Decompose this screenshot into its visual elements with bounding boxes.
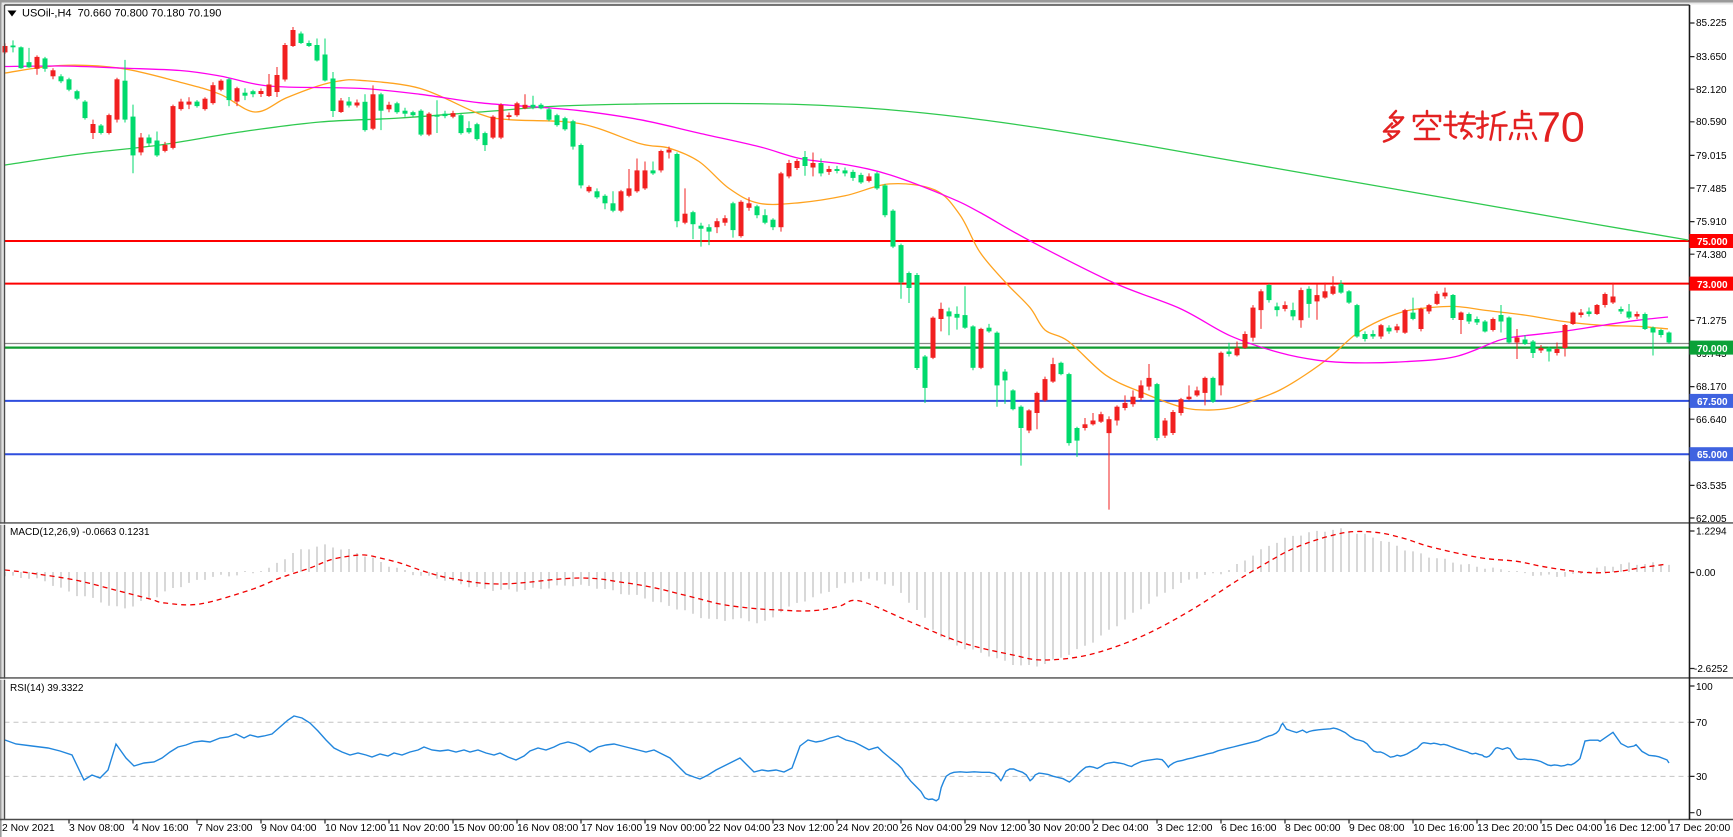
svg-text:77.485: 77.485 <box>1696 184 1727 195</box>
svg-text:9 Dec 08:00: 9 Dec 08:00 <box>1349 823 1405 834</box>
svg-text:67.500: 67.500 <box>1697 397 1728 408</box>
svg-text:6 Dec 16:00: 6 Dec 16:00 <box>1221 823 1277 834</box>
svg-text:2 Dec 04:00: 2 Dec 04:00 <box>1093 823 1149 834</box>
svg-text:66.640: 66.640 <box>1696 415 1727 426</box>
svg-text:0: 0 <box>1696 808 1702 819</box>
svg-text:22 Nov 04:00: 22 Nov 04:00 <box>709 823 771 834</box>
svg-text:100: 100 <box>1696 682 1713 693</box>
svg-text:17 Nov 16:00: 17 Nov 16:00 <box>581 823 643 834</box>
svg-text:85.225: 85.225 <box>1696 18 1727 29</box>
svg-text:10 Dec 16:00: 10 Dec 16:00 <box>1413 823 1475 834</box>
svg-text:62.005: 62.005 <box>1696 514 1727 525</box>
svg-text:4 Nov 16:00: 4 Nov 16:00 <box>133 823 189 834</box>
svg-text:15 Nov 00:00: 15 Nov 00:00 <box>453 823 515 834</box>
svg-text:7 Nov 23:00: 7 Nov 23:00 <box>197 823 253 834</box>
svg-text:82.120: 82.120 <box>1696 85 1727 96</box>
svg-text:9 Nov 04:00: 9 Nov 04:00 <box>261 823 317 834</box>
svg-text:3 Dec 12:00: 3 Dec 12:00 <box>1157 823 1213 834</box>
svg-text:16 Nov 08:00: 16 Nov 08:00 <box>517 823 579 834</box>
svg-text:24 Nov 20:00: 24 Nov 20:00 <box>837 823 899 834</box>
svg-text:75.910: 75.910 <box>1696 217 1727 228</box>
svg-text:70: 70 <box>1696 718 1708 729</box>
svg-text:74.380: 74.380 <box>1696 250 1727 261</box>
svg-text:65.000: 65.000 <box>1697 450 1728 461</box>
svg-text:10 Nov 12:00: 10 Nov 12:00 <box>325 823 387 834</box>
svg-text:3 Nov 08:00: 3 Nov 08:00 <box>69 823 125 834</box>
svg-text:USOil-,H4 70.660 70.800 70.18: USOil-,H4 70.660 70.800 70.180 70.190 <box>22 8 221 20</box>
svg-text:68.170: 68.170 <box>1696 382 1727 393</box>
svg-text:29 Nov 12:00: 29 Nov 12:00 <box>965 823 1027 834</box>
svg-text:83.650: 83.650 <box>1696 52 1727 63</box>
svg-text:15 Dec 04:00: 15 Dec 04:00 <box>1541 823 1603 834</box>
svg-text:0.00: 0.00 <box>1696 568 1716 579</box>
svg-text:73.000: 73.000 <box>1697 280 1728 291</box>
svg-text:30: 30 <box>1696 772 1708 783</box>
svg-text:RSI(14) 39.3322: RSI(14) 39.3322 <box>10 683 84 694</box>
svg-text:19 Nov 00:00: 19 Nov 00:00 <box>645 823 707 834</box>
svg-text:1.2294: 1.2294 <box>1696 527 1727 538</box>
svg-text:70: 70 <box>1537 104 1585 152</box>
svg-text:75.000: 75.000 <box>1697 237 1728 248</box>
svg-text:23 Nov 12:00: 23 Nov 12:00 <box>773 823 835 834</box>
svg-text:70.000: 70.000 <box>1697 344 1728 355</box>
svg-text:16 Dec 12:00: 16 Dec 12:00 <box>1605 823 1667 834</box>
svg-text:63.535: 63.535 <box>1696 481 1727 492</box>
svg-text:71.275: 71.275 <box>1696 316 1727 327</box>
svg-text:13 Dec 20:00: 13 Dec 20:00 <box>1477 823 1539 834</box>
svg-text:79.015: 79.015 <box>1696 151 1727 162</box>
svg-text:2 Nov 2021: 2 Nov 2021 <box>2 823 55 834</box>
svg-text:30 Nov 20:00: 30 Nov 20:00 <box>1029 823 1091 834</box>
svg-text:17 Dec 20:00: 17 Dec 20:00 <box>1669 823 1731 834</box>
svg-text:80.590: 80.590 <box>1696 117 1727 128</box>
svg-text:11 Nov 20:00: 11 Nov 20:00 <box>389 823 450 834</box>
svg-text:-2.6252: -2.6252 <box>1694 664 1728 675</box>
svg-text:26 Nov 04:00: 26 Nov 04:00 <box>901 823 963 834</box>
svg-text:8 Dec 00:00: 8 Dec 00:00 <box>1285 823 1341 834</box>
svg-text:MACD(12,26,9) -0.0663 0.1231: MACD(12,26,9) -0.0663 0.1231 <box>10 527 150 538</box>
